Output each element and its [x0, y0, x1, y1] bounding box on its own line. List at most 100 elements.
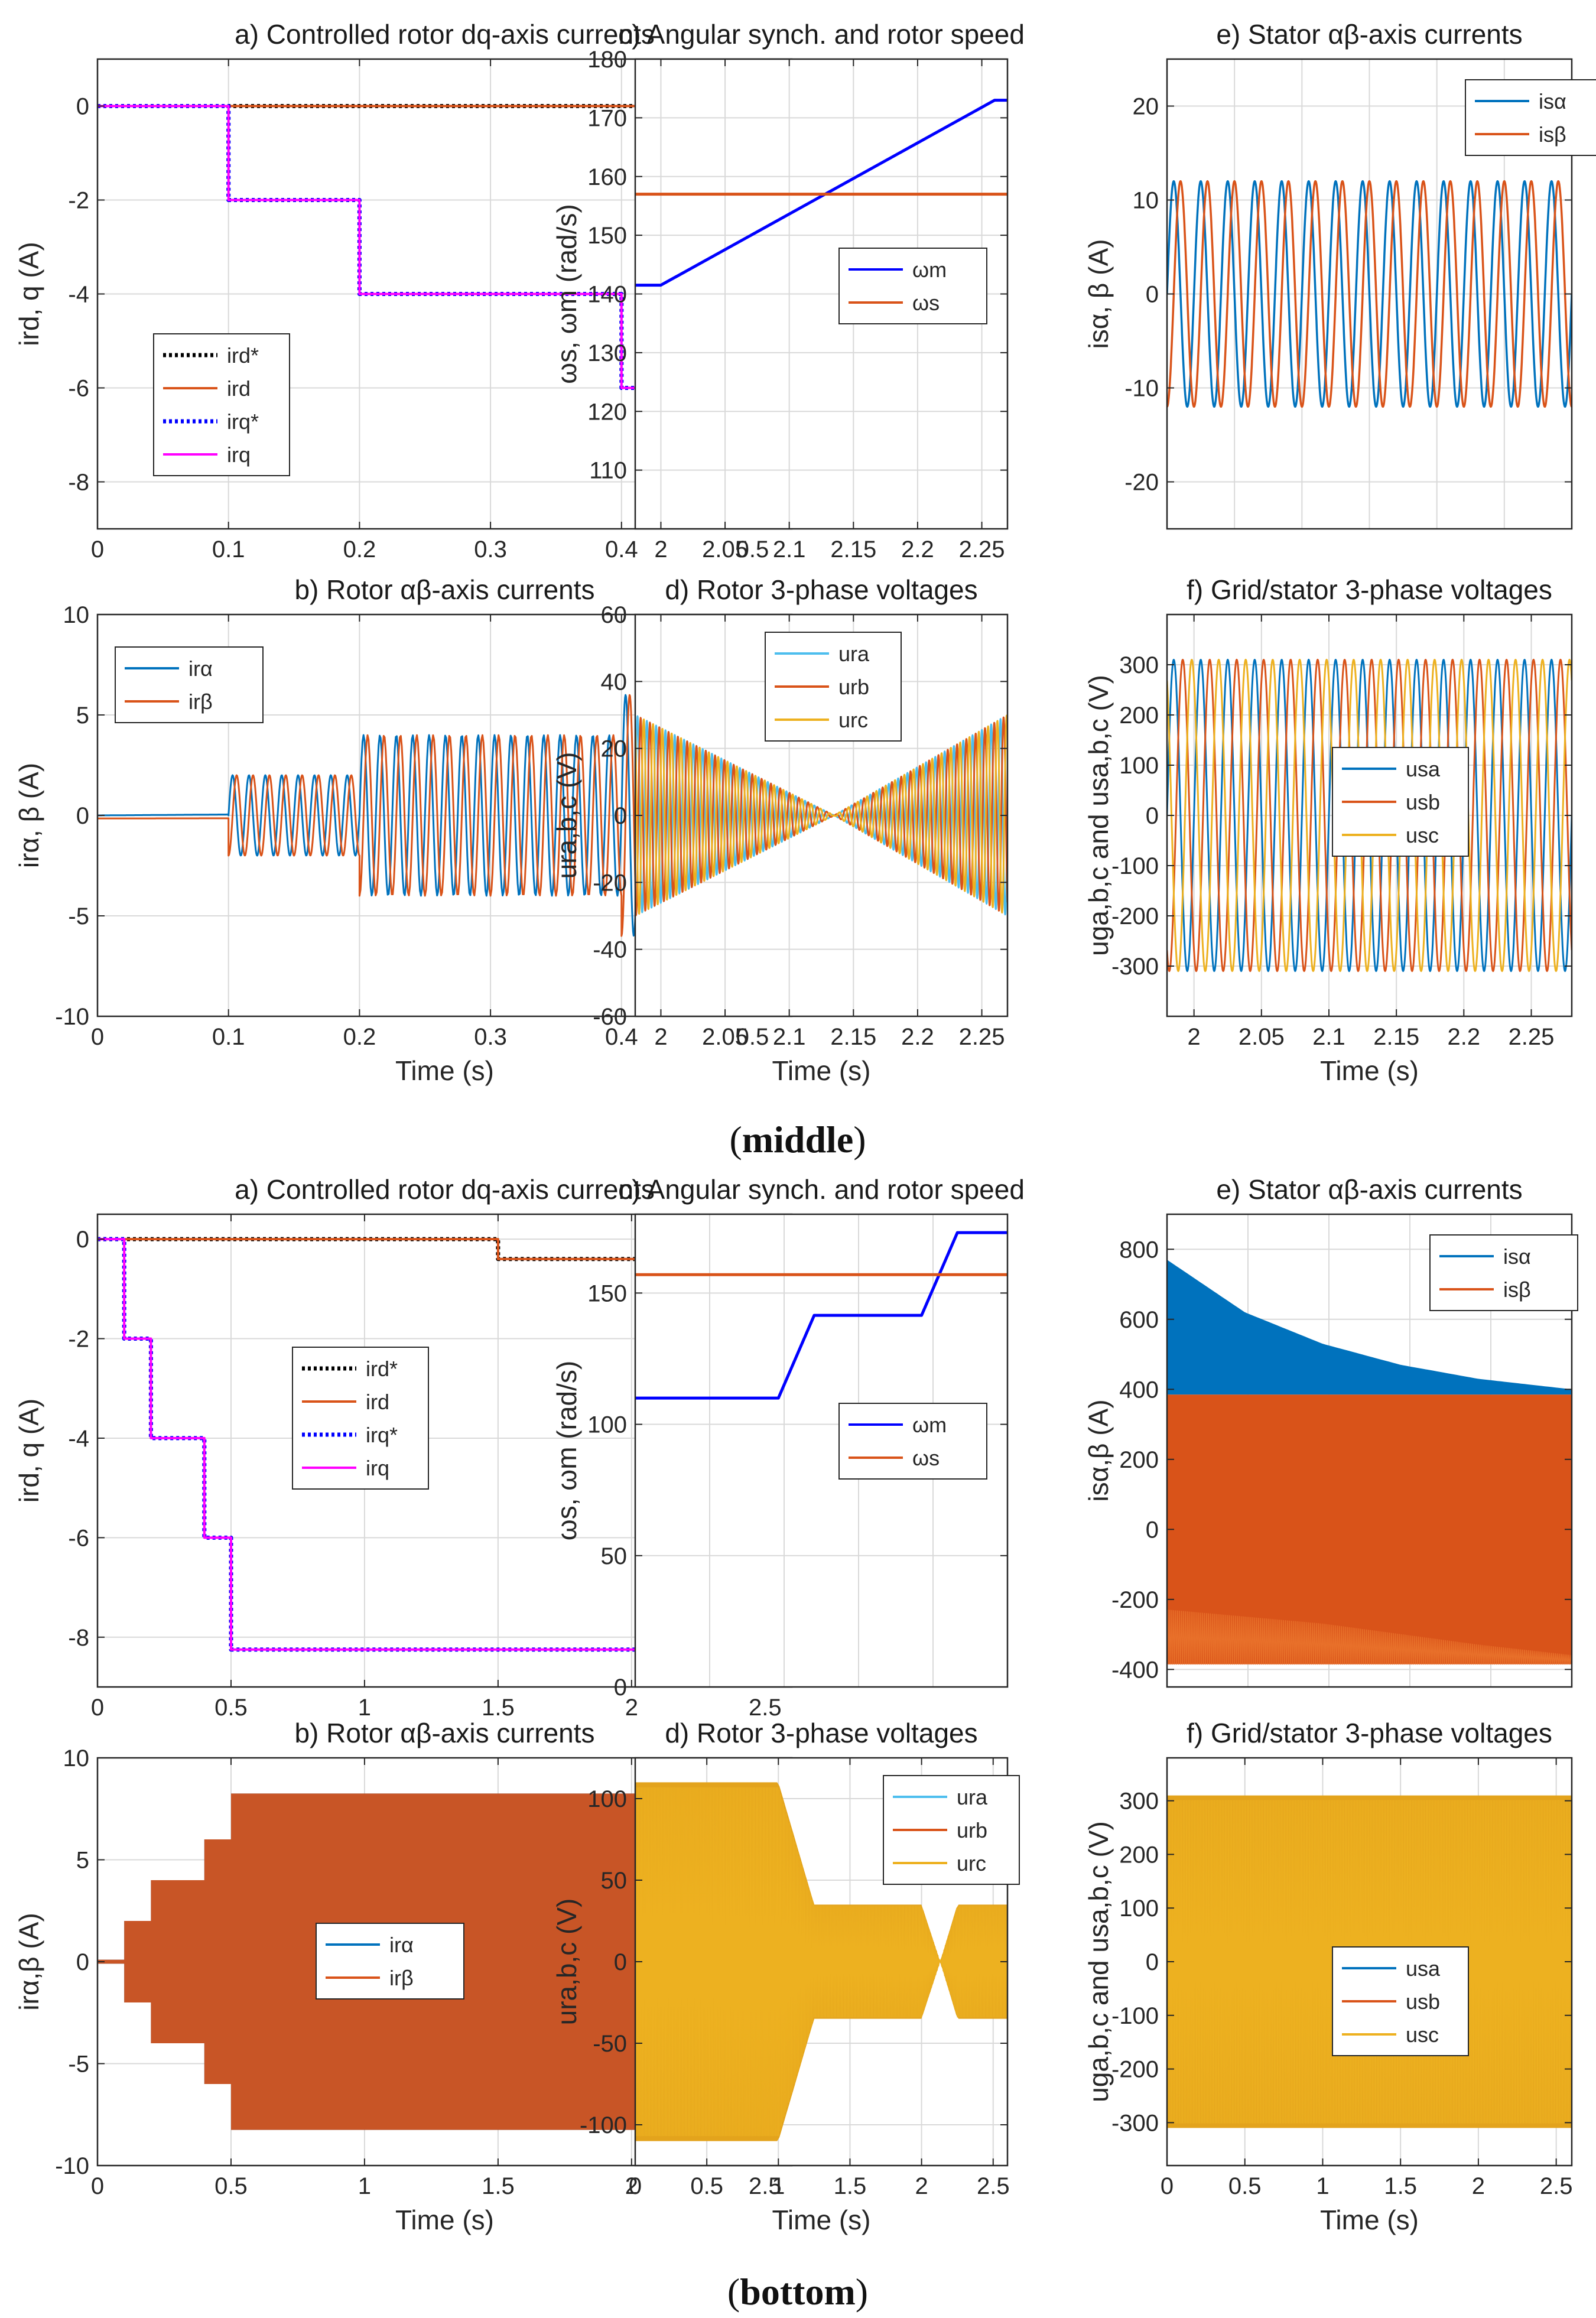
legend-label: ird [227, 376, 251, 401]
y-tick-label: -2 [68, 1327, 89, 1353]
chart-bot-f: -300 -200 -100 0 100 200 300 0 0.5 1 1.5 2 2.5 f) Gri… [1083, 1718, 1572, 2235]
y-tick-label: -100 [1111, 853, 1159, 879]
y-tick-label: -6 [68, 1525, 89, 1551]
x-tick-label: 2.5 [749, 2173, 782, 2199]
legend-box [153, 333, 290, 476]
legend-label: urc [957, 1851, 986, 1875]
y-tick-label: -10 [1124, 376, 1159, 402]
x-tick-label: 2.2 [901, 537, 934, 563]
series-isβ [1167, 1394, 1572, 1664]
x-tick-label: 0 [91, 2173, 104, 2199]
legend: ωm ωs [838, 1403, 987, 1480]
series-layer [1167, 180, 1572, 408]
y-tick-label: -20 [1124, 470, 1159, 496]
series-isβ-ripple [1167, 1610, 1572, 1665]
y-tick-label: 140 [587, 282, 627, 308]
y-tick-label: 180 [587, 47, 627, 73]
x-axis-label: Time (s) [395, 2205, 494, 2235]
series-irq [97, 1238, 792, 1651]
y-tick-label: 170 [587, 105, 627, 131]
y-tick-label: 400 [1119, 1377, 1159, 1403]
series-urc [635, 714, 1007, 915]
y-tick-label: 50 [601, 1868, 628, 1894]
y-tick-label: 0 [76, 94, 89, 120]
x-tick-label: 0.3 [474, 537, 507, 563]
y-tick-label: -40 [593, 937, 627, 963]
x-tick-label: 2 [654, 1024, 667, 1050]
x-axis-label: Time (s) [772, 2205, 871, 2235]
x-tick-label: 0 [91, 1024, 104, 1050]
legend-label: irβ [389, 1966, 414, 1990]
legend-box [838, 248, 987, 324]
y-tick-label: 40 [601, 669, 628, 695]
x-tick-label: 2 [625, 2173, 638, 2199]
y-tick-label: 200 [1119, 703, 1159, 729]
x-axis-label: Time (s) [772, 1055, 871, 1086]
y-tick-label: 100 [1119, 753, 1159, 779]
caption-middle-text: middle [742, 1119, 853, 1160]
legend-label: ird [366, 1390, 389, 1414]
chart-title: e) Stator αβ-axis currents [1216, 1174, 1522, 1205]
legend-box [1429, 1234, 1578, 1311]
legend-label: ird* [366, 1357, 398, 1381]
y-tick-label: 110 [589, 458, 627, 484]
x-tick-label: 2 [915, 2173, 928, 2199]
chart-title: b) Rotor αβ-axis currents [294, 574, 594, 605]
y-tick-label: 0 [614, 803, 627, 829]
x-tick-label: 0.5 [690, 2173, 723, 2199]
panels: -8-6-4-200 0.1 0.2 0.3 0.4 0.5a) Controlled r… [14, 19, 1596, 2235]
legend-label: irq [227, 443, 251, 467]
legend-label: usa [1406, 757, 1441, 781]
legend-label: usc [1406, 823, 1439, 847]
legend-label: irq [366, 1456, 389, 1480]
x-tick-label: 0.5 [736, 537, 769, 563]
y-tick-label: 60 [601, 602, 628, 628]
legend-label: isβ [1539, 122, 1566, 147]
y-tick-label: 0 [614, 1675, 627, 1701]
y-axis-label: isα, β (A) [1083, 239, 1114, 349]
caption-bottom: (bottom) [727, 2271, 868, 2313]
y-tick-label: 10 [63, 1745, 90, 1771]
legend-box [838, 1403, 987, 1480]
legend-label: usc [1406, 2023, 1439, 2047]
y-tick-label: -10 [55, 2153, 89, 2179]
legend-label: irα [389, 1933, 414, 1957]
x-tick-label: 0 [1161, 2173, 1174, 2199]
x-tick-label: 0 [91, 1695, 104, 1721]
legend: irα irβ [316, 1923, 464, 2000]
x-tick-label: 2.2 [1448, 1024, 1481, 1050]
y-tick-label: -8 [68, 1625, 89, 1651]
legend-label: usa [1406, 1956, 1441, 1981]
legend-label: isα [1539, 89, 1566, 113]
legend: ura urb urc [765, 632, 902, 742]
y-tick-label: 200 [1119, 1447, 1159, 1473]
x-axis-label: Time (s) [395, 1055, 494, 1086]
x-tick-label: 0.5 [1228, 2173, 1262, 2199]
y-tick-label: 0 [1146, 282, 1159, 308]
x-tick-label: 0 [629, 2173, 642, 2199]
series-layer [635, 99, 1007, 287]
x-tick-label: 2.25 [959, 537, 1005, 563]
chart-title: a) Controlled rotor dq-axis currents [235, 1174, 655, 1205]
legend-label: usb [1406, 790, 1440, 814]
legend-label: urb [957, 1818, 987, 1842]
x-tick-label: 2.05 [1239, 1024, 1285, 1050]
y-tick-label: 120 [587, 399, 627, 425]
x-tick-label: 1 [358, 1695, 371, 1721]
y-tick-label: -10 [55, 1004, 89, 1030]
chart-title: c) Angular synch. and rotor speed [618, 19, 1025, 50]
y-tick-label: 0 [76, 803, 89, 829]
y-tick-label: -20 [593, 870, 627, 896]
y-tick-label: 10 [1133, 188, 1159, 214]
legend-label: usb [1406, 1989, 1440, 2014]
legend-box [1465, 79, 1596, 156]
y-tick-label: -300 [1111, 2110, 1159, 2136]
y-tick-label: 150 [587, 1280, 627, 1306]
caption-middle: (middle) [729, 1119, 866, 1160]
y-axis-label: ird, q (A) [14, 1399, 44, 1503]
y-tick-label: -60 [593, 1004, 627, 1030]
series-urc-texture [1167, 1800, 1572, 2124]
y-tick-label: 0 [1146, 1517, 1159, 1543]
y-axis-label: irα,β (A) [14, 1913, 44, 2010]
